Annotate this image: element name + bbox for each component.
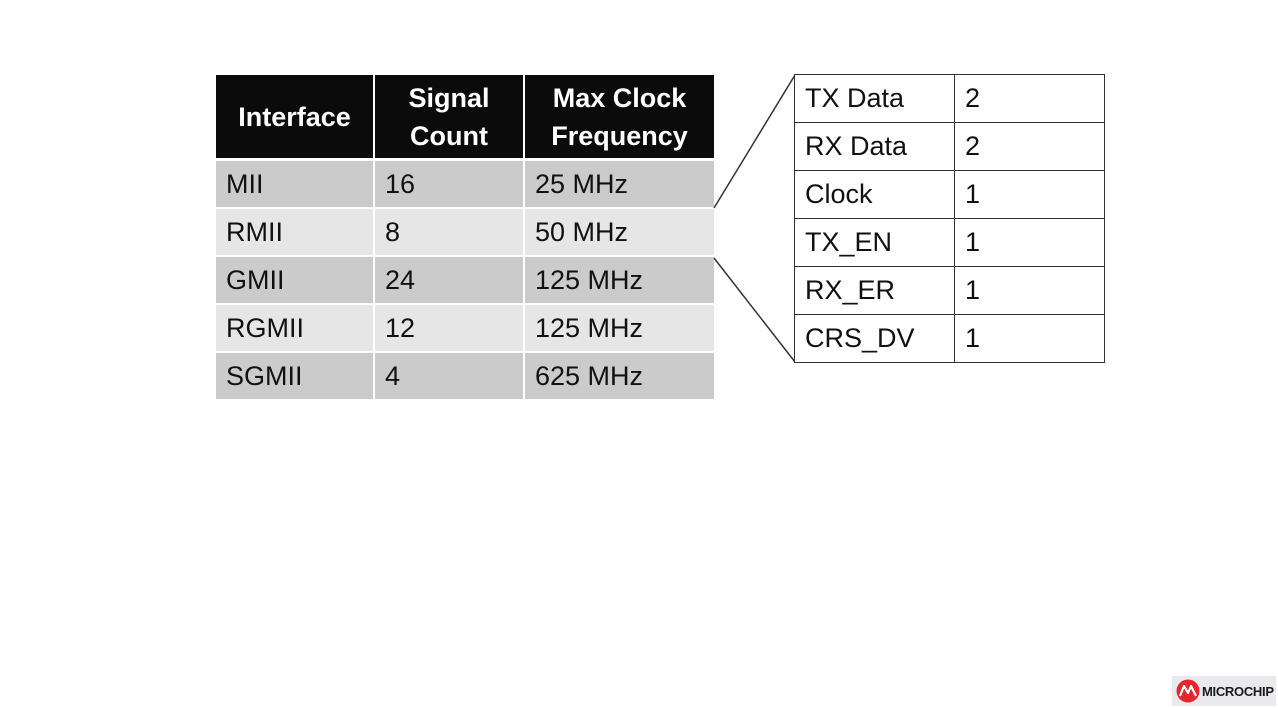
header-interface: Interface bbox=[216, 75, 375, 161]
microchip-logo: MICROCHIP bbox=[1172, 676, 1276, 706]
header-signal-count-line-2: Count bbox=[410, 120, 488, 151]
table-row-rmii: RMII 8 50 MHz bbox=[216, 209, 714, 257]
cell-max-clock: 625 MHz bbox=[525, 353, 714, 401]
cell-signal-count: 12 bbox=[375, 305, 525, 353]
signal-name: TX_EN bbox=[794, 218, 955, 267]
detail-row: TX_EN 1 bbox=[794, 218, 1105, 267]
table-header-row: Interface Signal Count Max Clock Frequen… bbox=[216, 75, 714, 161]
table-row-rgmii: RGMII 12 125 MHz bbox=[216, 305, 714, 353]
cell-signal-count: 8 bbox=[375, 209, 525, 257]
cell-signal-count: 16 bbox=[375, 161, 525, 209]
signal-name: CRS_DV bbox=[794, 314, 955, 363]
signal-count: 1 bbox=[954, 314, 1105, 363]
detail-row: CRS_DV 1 bbox=[794, 314, 1105, 363]
signal-name: RX Data bbox=[794, 122, 955, 171]
callout-line-bottom bbox=[713, 257, 796, 363]
detail-row: RX Data 2 bbox=[794, 122, 1105, 171]
callout-line-top bbox=[713, 74, 796, 209]
table-row-gmii: GMII 24 125 MHz bbox=[216, 257, 714, 305]
cell-signal-count: 24 bbox=[375, 257, 525, 305]
signal-count: 2 bbox=[954, 122, 1105, 171]
detail-row: RX_ER 1 bbox=[794, 266, 1105, 315]
signal-name: Clock bbox=[794, 170, 955, 219]
signal-count: 1 bbox=[954, 170, 1105, 219]
cell-max-clock: 25 MHz bbox=[525, 161, 714, 209]
signal-count: 1 bbox=[954, 218, 1105, 267]
cell-signal-count: 4 bbox=[375, 353, 525, 401]
logo-text: MICROCHIP bbox=[1202, 683, 1274, 699]
table-row-sgmii: SGMII 4 625 MHz bbox=[216, 353, 714, 401]
signal-count: 2 bbox=[954, 74, 1105, 123]
detail-row: TX Data 2 bbox=[794, 74, 1105, 123]
header-max-clock-frequency: Max Clock Frequency bbox=[525, 75, 714, 161]
cell-interface: GMII bbox=[216, 257, 375, 305]
cell-max-clock: 50 MHz bbox=[525, 209, 714, 257]
rmii-signal-breakdown-table: TX Data 2 RX Data 2 Clock 1 TX_EN 1 RX_E… bbox=[794, 74, 1105, 363]
table-row-mii: MII 16 25 MHz bbox=[216, 161, 714, 209]
signal-name: RX_ER bbox=[794, 266, 955, 315]
interface-comparison-table: Interface Signal Count Max Clock Frequen… bbox=[216, 75, 714, 401]
header-signal-count: Signal Count bbox=[375, 75, 525, 161]
header-interface-line-1: Interface bbox=[238, 101, 351, 132]
header-max-clock-line-2: Frequency bbox=[551, 120, 688, 151]
signal-name: TX Data bbox=[794, 74, 955, 123]
signal-count: 1 bbox=[954, 266, 1105, 315]
detail-row: Clock 1 bbox=[794, 170, 1105, 219]
cell-max-clock: 125 MHz bbox=[525, 257, 714, 305]
cell-interface: RGMII bbox=[216, 305, 375, 353]
cell-interface: RMII bbox=[216, 209, 375, 257]
cell-interface: MII bbox=[216, 161, 375, 209]
header-signal-count-line-1: Signal bbox=[408, 82, 490, 113]
header-max-clock-line-1: Max Clock bbox=[552, 82, 687, 113]
microchip-logo-icon bbox=[1176, 679, 1200, 703]
cell-interface: SGMII bbox=[216, 353, 375, 401]
cell-max-clock: 125 MHz bbox=[525, 305, 714, 353]
